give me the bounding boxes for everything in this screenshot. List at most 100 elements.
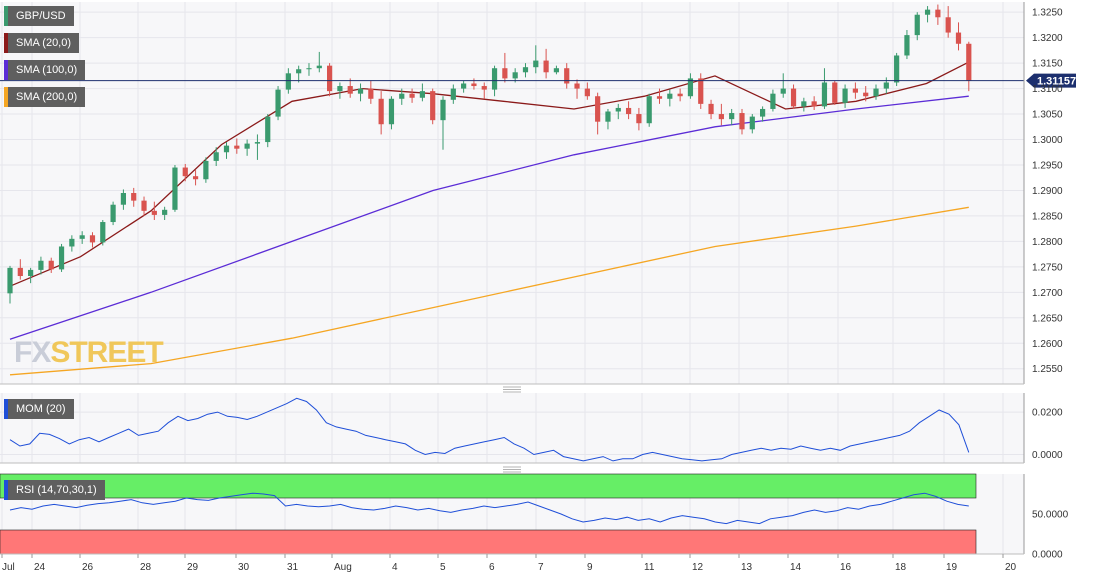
x-tick-label: 18 [895,562,907,573]
x-tick-label: 6 [489,562,495,573]
candle-body [935,9,941,18]
x-tick-label: 14 [790,562,802,573]
candle-body [687,78,694,97]
candle-body [502,68,508,79]
candle-body [491,68,498,90]
mom-tick-label: 0.0200 [1032,408,1063,419]
x-tick-label: 28 [140,562,152,573]
x-tick-label: 13 [741,562,753,573]
x-tick-label: 7 [538,562,544,573]
x-tick-label: 5 [440,562,446,573]
candle-body [966,43,972,81]
candle-body [48,260,54,270]
candle-body [120,193,127,205]
candle-body [89,235,96,243]
candle-body [574,83,580,89]
candle-body [275,89,281,117]
legend-sma100[interactable]: SMA (100,0) [4,60,86,80]
candle-body [512,72,518,79]
candle-body [904,35,910,56]
y-tick-label: 1.2800 [1032,237,1063,248]
candle-body [564,68,570,84]
x-tick-label: 20 [1005,562,1017,573]
candle-body [749,116,755,130]
rsi-bands [0,473,977,555]
candle-body [914,14,920,36]
candle-body [244,143,250,149]
candle-body [852,88,858,93]
x-tick-label: 31 [287,562,299,573]
y-tick-label: 1.2600 [1032,339,1063,350]
candle-body [223,145,230,153]
candle-body [347,86,353,94]
candle-body [306,68,312,70]
candle-body [38,260,44,270]
candle-body [203,160,209,180]
candle-body [739,113,745,130]
candle-body [615,107,621,112]
mom-path [9,397,970,462]
candle-body [141,200,147,211]
sma20-swatch [4,33,8,53]
candle-body [656,96,663,99]
candle-body [7,267,13,294]
y-tick-label: 1.2850 [1032,211,1063,222]
x-tick-label: Aug [334,562,352,573]
legend-sma20[interactable]: SMA (20,0) [4,33,80,53]
grid-lines [0,2,1024,554]
candle-body [677,93,683,97]
rsi-tick-label: 0.0000 [1032,550,1063,561]
y-tick-label: 1.3100 [1032,84,1063,95]
candle-body [28,269,34,277]
rsi-path [9,492,969,525]
candle-body [698,78,704,104]
x-tick-label: 26 [82,562,94,573]
candle-body [254,142,261,144]
candle-body [646,96,652,124]
candle-body [409,93,415,98]
candle-body [667,93,673,99]
candle-body [522,67,529,73]
candle-body [368,88,374,99]
y-tick-label: 1.3150 [1032,59,1063,70]
candle-body [543,60,549,73]
y-tick-label: 1.2550 [1032,364,1063,375]
y-tick-label: 1.2700 [1032,288,1063,299]
y-tick-label: 1.2900 [1032,186,1063,197]
candle-body [842,88,848,103]
candle-body [285,73,291,90]
sma200-swatch [4,87,8,107]
mom-line [9,397,970,462]
candle-body [79,235,85,239]
y-tick-label: 1.2950 [1032,160,1063,171]
rsi-overbought-band [0,473,977,499]
candle-body [234,145,240,149]
x-tick-label: 16 [840,562,852,573]
candle-body [780,88,786,94]
candle-body [17,267,23,277]
candle-body [894,55,900,83]
candle-body [863,92,869,97]
symbol-swatch [4,6,8,26]
legend-mom[interactable]: MOM (20) [4,399,74,419]
current-price-label: 1.31157 [1037,75,1076,87]
x-tick-label: 4 [392,562,398,573]
legend-symbol[interactable]: GBP/USD [4,6,74,26]
candle-body [801,101,807,107]
y-tick-label: 1.3050 [1032,110,1063,121]
candle-body [162,209,168,215]
candle-body [58,246,65,270]
candle-body [440,99,446,121]
legend-rsi[interactable]: RSI (14,70,30,1) [4,480,105,500]
candle-body [296,69,302,74]
legend-sma200[interactable]: SMA (200,0) [4,87,86,107]
x-tick-label: 19 [946,562,958,573]
candle-body [430,91,436,121]
candle-body [131,193,137,201]
candle-body [533,60,539,68]
candle-body [718,114,724,120]
y-tick-label: 1.3250 [1032,8,1063,19]
candle-body [708,103,714,115]
candle-body [605,111,611,122]
sma200-line [9,206,969,376]
